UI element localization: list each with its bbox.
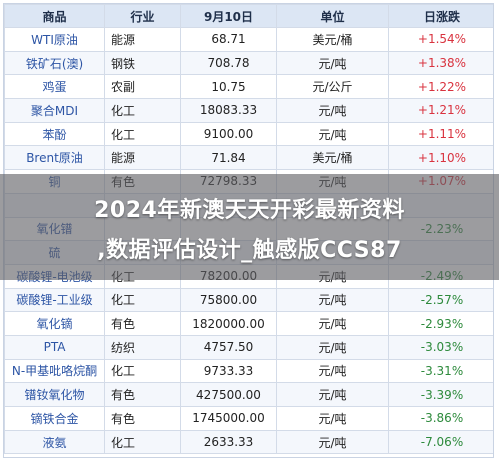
header-commodity[interactable]: 商品: [4, 4, 105, 28]
cell-price: 1745000.00: [180, 406, 277, 431]
cell-industry: 钢铁: [104, 50, 181, 76]
table-row[interactable]: 氧化镝 有色 1820000.00 元/吨 -2.93%: [4, 311, 493, 336]
cell-price: 71.84: [180, 145, 277, 171]
table-row[interactable]: N-甲基吡咯烷酮 化工 9733.33 元/吨 -3.31%: [4, 358, 493, 384]
cell-price: 1820000.00: [180, 311, 277, 336]
header-price-date[interactable]: 9月10日: [180, 4, 277, 28]
cell-commodity: 铁矿石(澳): [4, 50, 105, 76]
cell-industry: 化工: [104, 287, 181, 313]
cell-unit: 元/吨: [276, 358, 389, 384]
cell-industry: 化工: [104, 429, 181, 455]
cell-industry: 纺织: [104, 334, 181, 360]
table-row[interactable]: WTI原油 能源 68.71 美元/桶 +1.54%: [4, 27, 493, 52]
cell-unit: 元/吨: [276, 287, 389, 313]
cell-commodity: 液氨: [4, 429, 105, 455]
cell-change: +1.11%: [388, 121, 493, 147]
banner-title-line-2: ,数据评估设计_触感版CCS87: [97, 238, 402, 263]
cell-unit: 元/吨: [276, 382, 389, 407]
header-unit[interactable]: 单位: [276, 4, 389, 28]
cell-price: 2633.33: [180, 429, 277, 455]
cell-unit: 元/吨: [276, 406, 389, 431]
cell-commodity: PTA: [4, 334, 105, 360]
cell-price: 68.71: [180, 27, 277, 52]
header-industry[interactable]: 行业: [104, 4, 181, 28]
cell-change: -2.93%: [388, 311, 493, 336]
cell-commodity: 镨钕氧化物: [4, 382, 105, 407]
cell-unit: 元/吨: [276, 311, 389, 336]
cell-unit: 元/吨: [276, 121, 389, 147]
table-row[interactable]: Brent原油 能源 71.84 美元/桶 +1.10%: [4, 145, 493, 171]
header-daily-change[interactable]: 日涨跌: [388, 4, 493, 28]
cell-commodity: 苯酚: [4, 121, 105, 147]
cell-change: +1.22%: [388, 74, 493, 100]
cell-industry: 有色: [104, 382, 181, 407]
cell-change: -3.31%: [388, 358, 493, 384]
cell-industry: 农副: [104, 74, 181, 100]
cell-unit: 元/公斤: [276, 74, 389, 100]
cell-change: +1.54%: [388, 27, 493, 52]
cell-change: -7.06%: [388, 429, 493, 455]
table-row[interactable]: 碳酸锂-工业级 化工 75800.00 元/吨 -2.57%: [4, 287, 493, 313]
banner-title-line-1: 2024年新澳天天开彩最新资料: [94, 198, 405, 223]
cell-industry: 有色: [104, 311, 181, 336]
cell-price: 10.75: [180, 74, 277, 100]
cell-industry: 能源: [104, 145, 181, 171]
cell-change: -3.39%: [388, 382, 493, 407]
cell-unit: 元/吨: [276, 334, 389, 360]
table-row[interactable]: PTA 纺织 4757.50 元/吨 -3.03%: [4, 334, 493, 360]
cell-change: +1.10%: [388, 145, 493, 171]
cell-change: -2.57%: [388, 287, 493, 313]
cell-change: +1.38%: [388, 50, 493, 76]
cell-price: 18083.33: [180, 98, 277, 123]
table-row[interactable]: 镨钕氧化物 有色 427500.00 元/吨 -3.39%: [4, 382, 493, 407]
table-header-row: 商品 行业 9月10日 单位 日涨跌: [4, 4, 493, 28]
cell-price: 4757.50: [180, 334, 277, 360]
table-row[interactable]: 苯酚 化工 9100.00 元/吨 +1.11%: [4, 121, 493, 147]
cell-commodity: 碳酸锂-工业级: [4, 287, 105, 313]
cell-unit: 美元/桶: [276, 27, 389, 52]
cell-price: 9100.00: [180, 121, 277, 147]
cell-change: -3.03%: [388, 334, 493, 360]
cell-industry: 化工: [104, 98, 181, 123]
cell-commodity: 镝铁合金: [4, 406, 105, 431]
cell-industry: 有色: [104, 406, 181, 431]
cell-price: 427500.00: [180, 382, 277, 407]
cell-change: -3.86%: [388, 406, 493, 431]
cell-industry: 化工: [104, 358, 181, 384]
table-row[interactable]: 聚合MDI 化工 18083.33 元/吨 +1.21%: [4, 98, 493, 123]
table-row[interactable]: 镝铁合金 有色 1745000.00 元/吨 -3.86%: [4, 406, 493, 431]
cell-price: 9733.33: [180, 358, 277, 384]
cell-commodity: 氧化镝: [4, 311, 105, 336]
cell-change: +1.21%: [388, 98, 493, 123]
cell-unit: 美元/桶: [276, 145, 389, 171]
cell-unit: 元/吨: [276, 50, 389, 76]
table-row[interactable]: 铁矿石(澳) 钢铁 708.78 元/吨 +1.38%: [4, 50, 493, 76]
table-row[interactable]: 液氨 化工 2633.33 元/吨 -7.06%: [4, 429, 493, 455]
cell-price: 75800.00: [180, 287, 277, 313]
cell-commodity: 鸡蛋: [4, 74, 105, 100]
cell-price: 708.78: [180, 50, 277, 76]
cell-commodity: Brent原油: [4, 145, 105, 171]
cell-commodity: WTI原油: [4, 27, 105, 52]
cell-industry: 化工: [104, 121, 181, 147]
overlay-banner: [0, 174, 499, 280]
cell-unit: 元/吨: [276, 429, 389, 455]
cell-unit: 元/吨: [276, 98, 389, 123]
cell-industry: 能源: [104, 27, 181, 52]
cell-commodity: 聚合MDI: [4, 98, 105, 123]
table-row[interactable]: 鸡蛋 农副 10.75 元/公斤 +1.22%: [4, 74, 493, 100]
cell-commodity: N-甲基吡咯烷酮: [4, 358, 105, 384]
